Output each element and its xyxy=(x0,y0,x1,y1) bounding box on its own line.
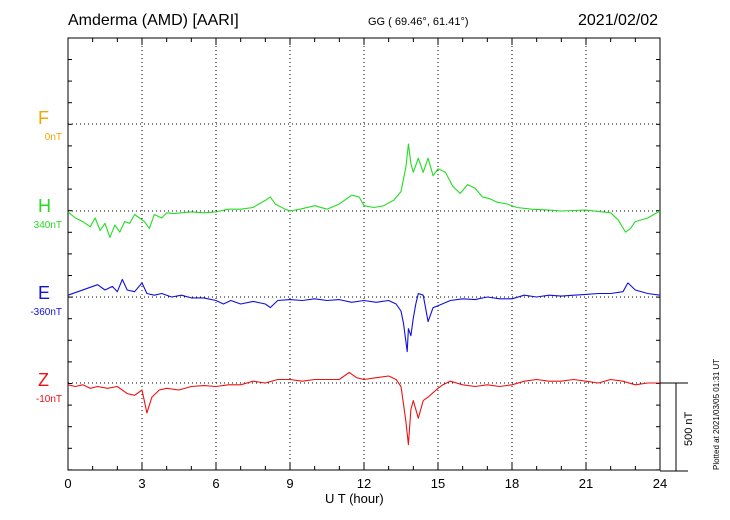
series-z-line xyxy=(67,371,660,446)
traces xyxy=(67,143,661,446)
channel-baseline-f: 0nT xyxy=(44,132,62,143)
station-title: Amderma (AMD) [AARI] xyxy=(68,12,239,29)
channel-baseline-e: -360nT xyxy=(30,307,62,318)
geographic-coords: GG ( 69.46°, 61.41°) xyxy=(368,16,469,28)
grid xyxy=(68,38,660,470)
x-tick-label: 0 xyxy=(64,476,71,491)
channel-name-e: E xyxy=(38,283,51,303)
x-tick-label: 12 xyxy=(357,476,371,491)
series-e-line xyxy=(67,278,661,353)
x-tick-label: 24 xyxy=(653,476,667,491)
x-tick-label: 18 xyxy=(505,476,519,491)
channel-baseline-h: 340nT xyxy=(33,220,62,231)
x-tick-label: 3 xyxy=(138,476,145,491)
channel-name-h: H xyxy=(38,196,51,216)
plotted-timestamp: Plotted at 2021/03/05 01:31 UT xyxy=(712,358,721,470)
x-tick-label: 21 xyxy=(579,476,593,491)
channel-name-z: Z xyxy=(38,370,49,390)
axes: 0 3 6 9 12 15 18 21 24 xyxy=(64,37,667,491)
x-axis-label: U T (hour) xyxy=(325,491,384,506)
plot-date: 2021/02/02 xyxy=(578,12,659,29)
scale-bar xyxy=(660,382,688,472)
channel-baseline-z: -10nT xyxy=(35,394,62,405)
x-tick-label: 9 xyxy=(286,476,293,491)
series-h-line xyxy=(67,143,661,238)
channel-name-f: F xyxy=(38,108,49,128)
x-tick-label: 6 xyxy=(212,476,219,491)
scale-bar-label: 500 nT xyxy=(683,411,695,446)
x-tick-label: 15 xyxy=(431,476,445,491)
